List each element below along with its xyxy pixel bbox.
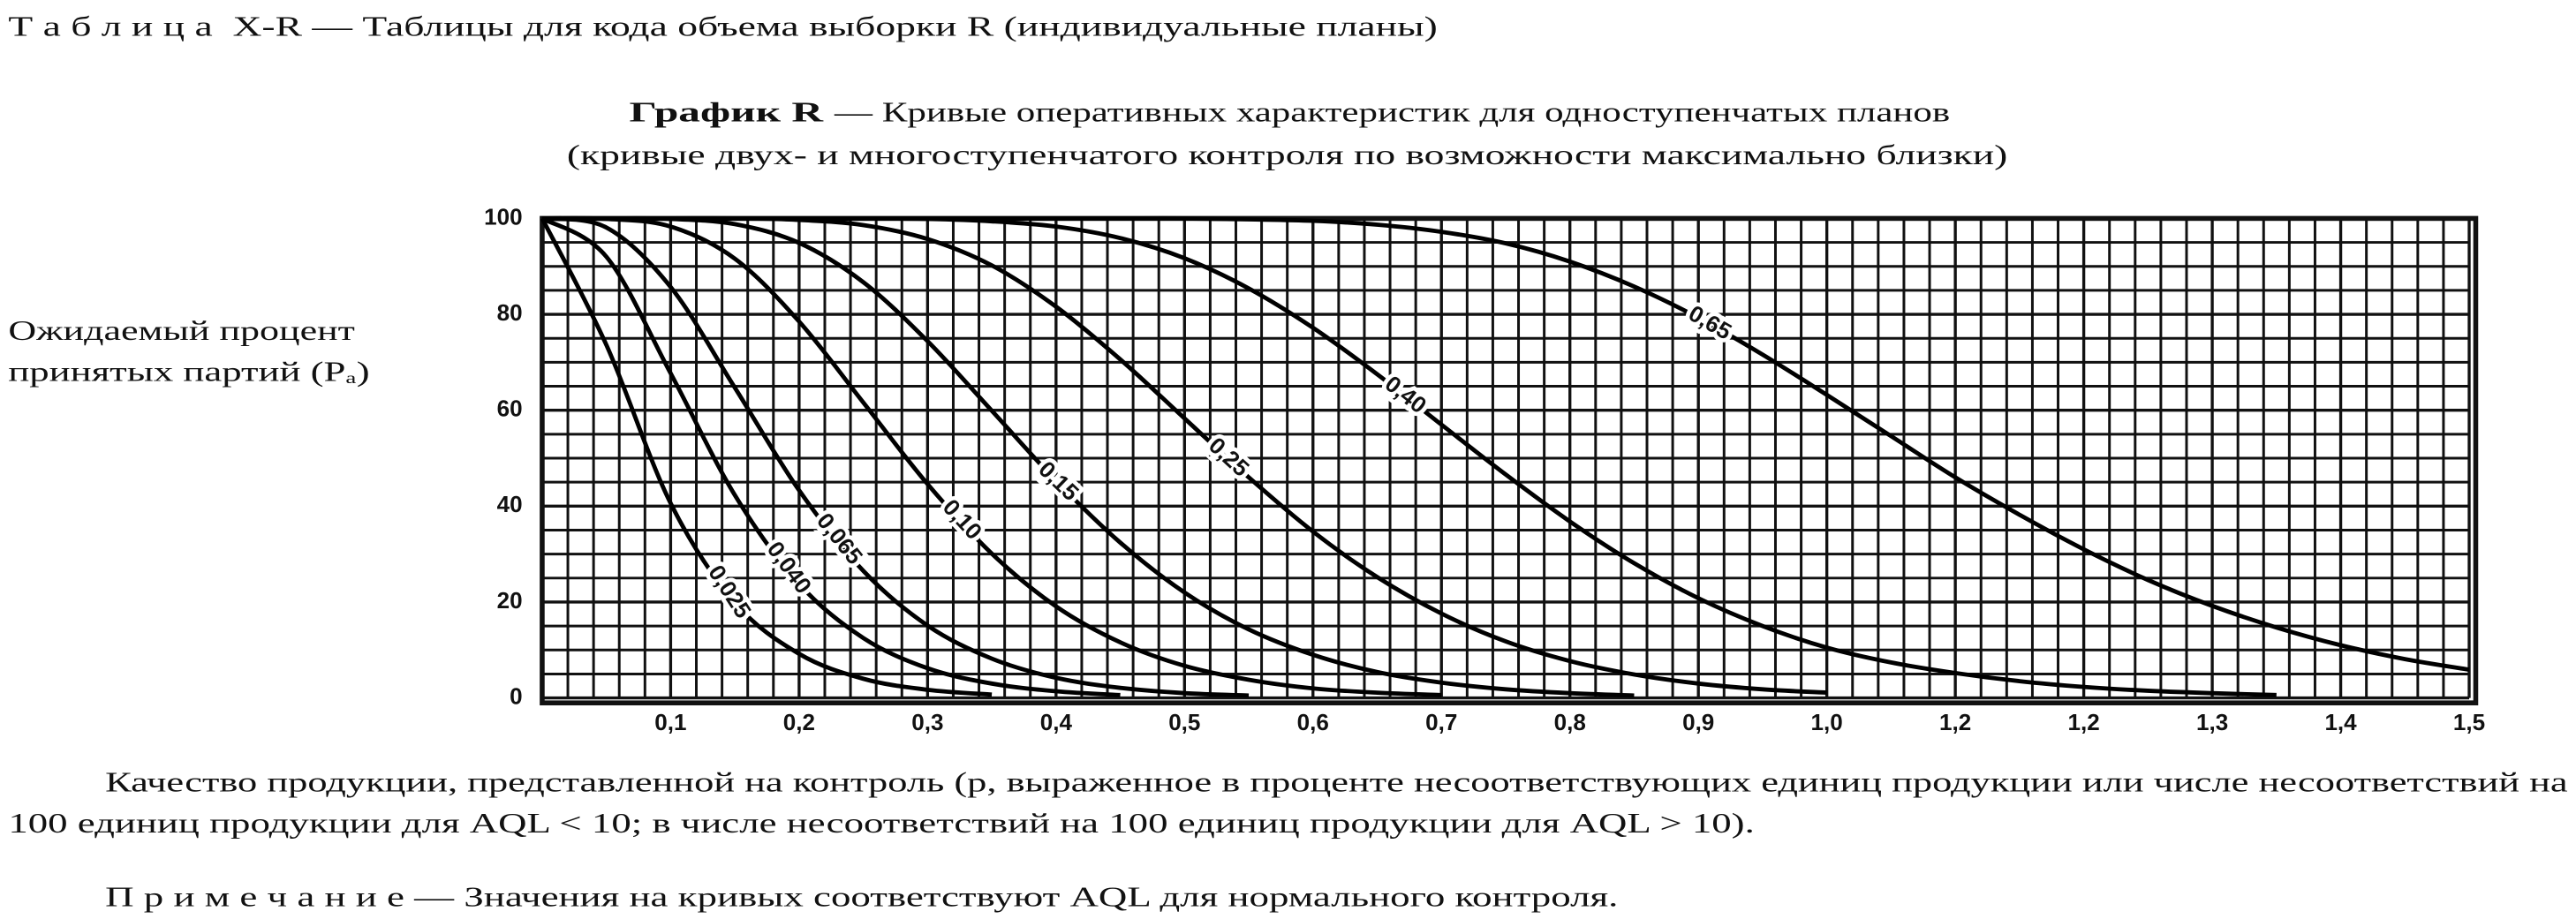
y-tick-label: 100 [484, 203, 522, 230]
oc-curve [541, 215, 1635, 698]
grid [541, 216, 2471, 700]
plot-frame [540, 215, 2479, 705]
x-tick-label: 1,0 [1811, 709, 1843, 735]
y-tick-label: 80 [497, 299, 523, 326]
curve-label: 0,065 [812, 508, 868, 569]
chart-title: — Кривые оперативных характеристик для о… [834, 96, 1950, 127]
x-tick-label: 0,3 [911, 709, 943, 735]
y-tick-label: 20 [497, 587, 523, 614]
x-tick-label: 1,3 [2196, 709, 2228, 735]
x-axis-label: 100 единиц продукции для AQL < 10; в чис… [8, 808, 1754, 839]
y-axis-label: Ожидаемый процент [8, 315, 355, 346]
note: П р и м е ч а н и е — Значения на кривых… [105, 882, 1618, 913]
x-axis-label: Качество продукции, представленной на ко… [105, 766, 2568, 797]
y-tick-label: 40 [497, 491, 523, 517]
chart-title-prefix: График R [630, 96, 825, 127]
x-tick-label: 0,8 [1554, 709, 1586, 735]
x-tick-label: 0,7 [1425, 709, 1457, 735]
y-axis-label: принятых партий (Pₐ) [8, 356, 369, 387]
x-tick-label: 0,9 [1682, 709, 1714, 735]
x-tick-label: 1,4 [2324, 709, 2357, 735]
y-tick-label: 60 [497, 395, 523, 422]
x-tick-label: 0,5 [1168, 709, 1200, 735]
oc-curve [541, 215, 1442, 697]
curve-label: 0,040 [762, 537, 818, 599]
x-tick-label: 1,2 [1939, 709, 1971, 735]
y-tick-label: 0 [510, 682, 522, 709]
x-tick-label: 0,6 [1297, 709, 1329, 735]
oc-curve [541, 215, 2470, 672]
x-tick-label: 1,5 [2453, 709, 2485, 735]
x-tick-label: 1,2 [2068, 709, 2100, 735]
x-tick-label: 0,4 [1040, 709, 1073, 735]
oc-curve [541, 216, 1250, 698]
x-tick-label: 0,1 [654, 709, 686, 735]
table-heading: Т а б л и ц а X-R — Таблицы для кода объ… [8, 11, 1437, 42]
chart-subtitle: (кривые двух- и многоступенчатого контро… [567, 139, 2007, 170]
oc-curve [540, 217, 993, 697]
oc-curve [540, 216, 1121, 697]
x-tick-label: 0,2 [783, 709, 815, 735]
